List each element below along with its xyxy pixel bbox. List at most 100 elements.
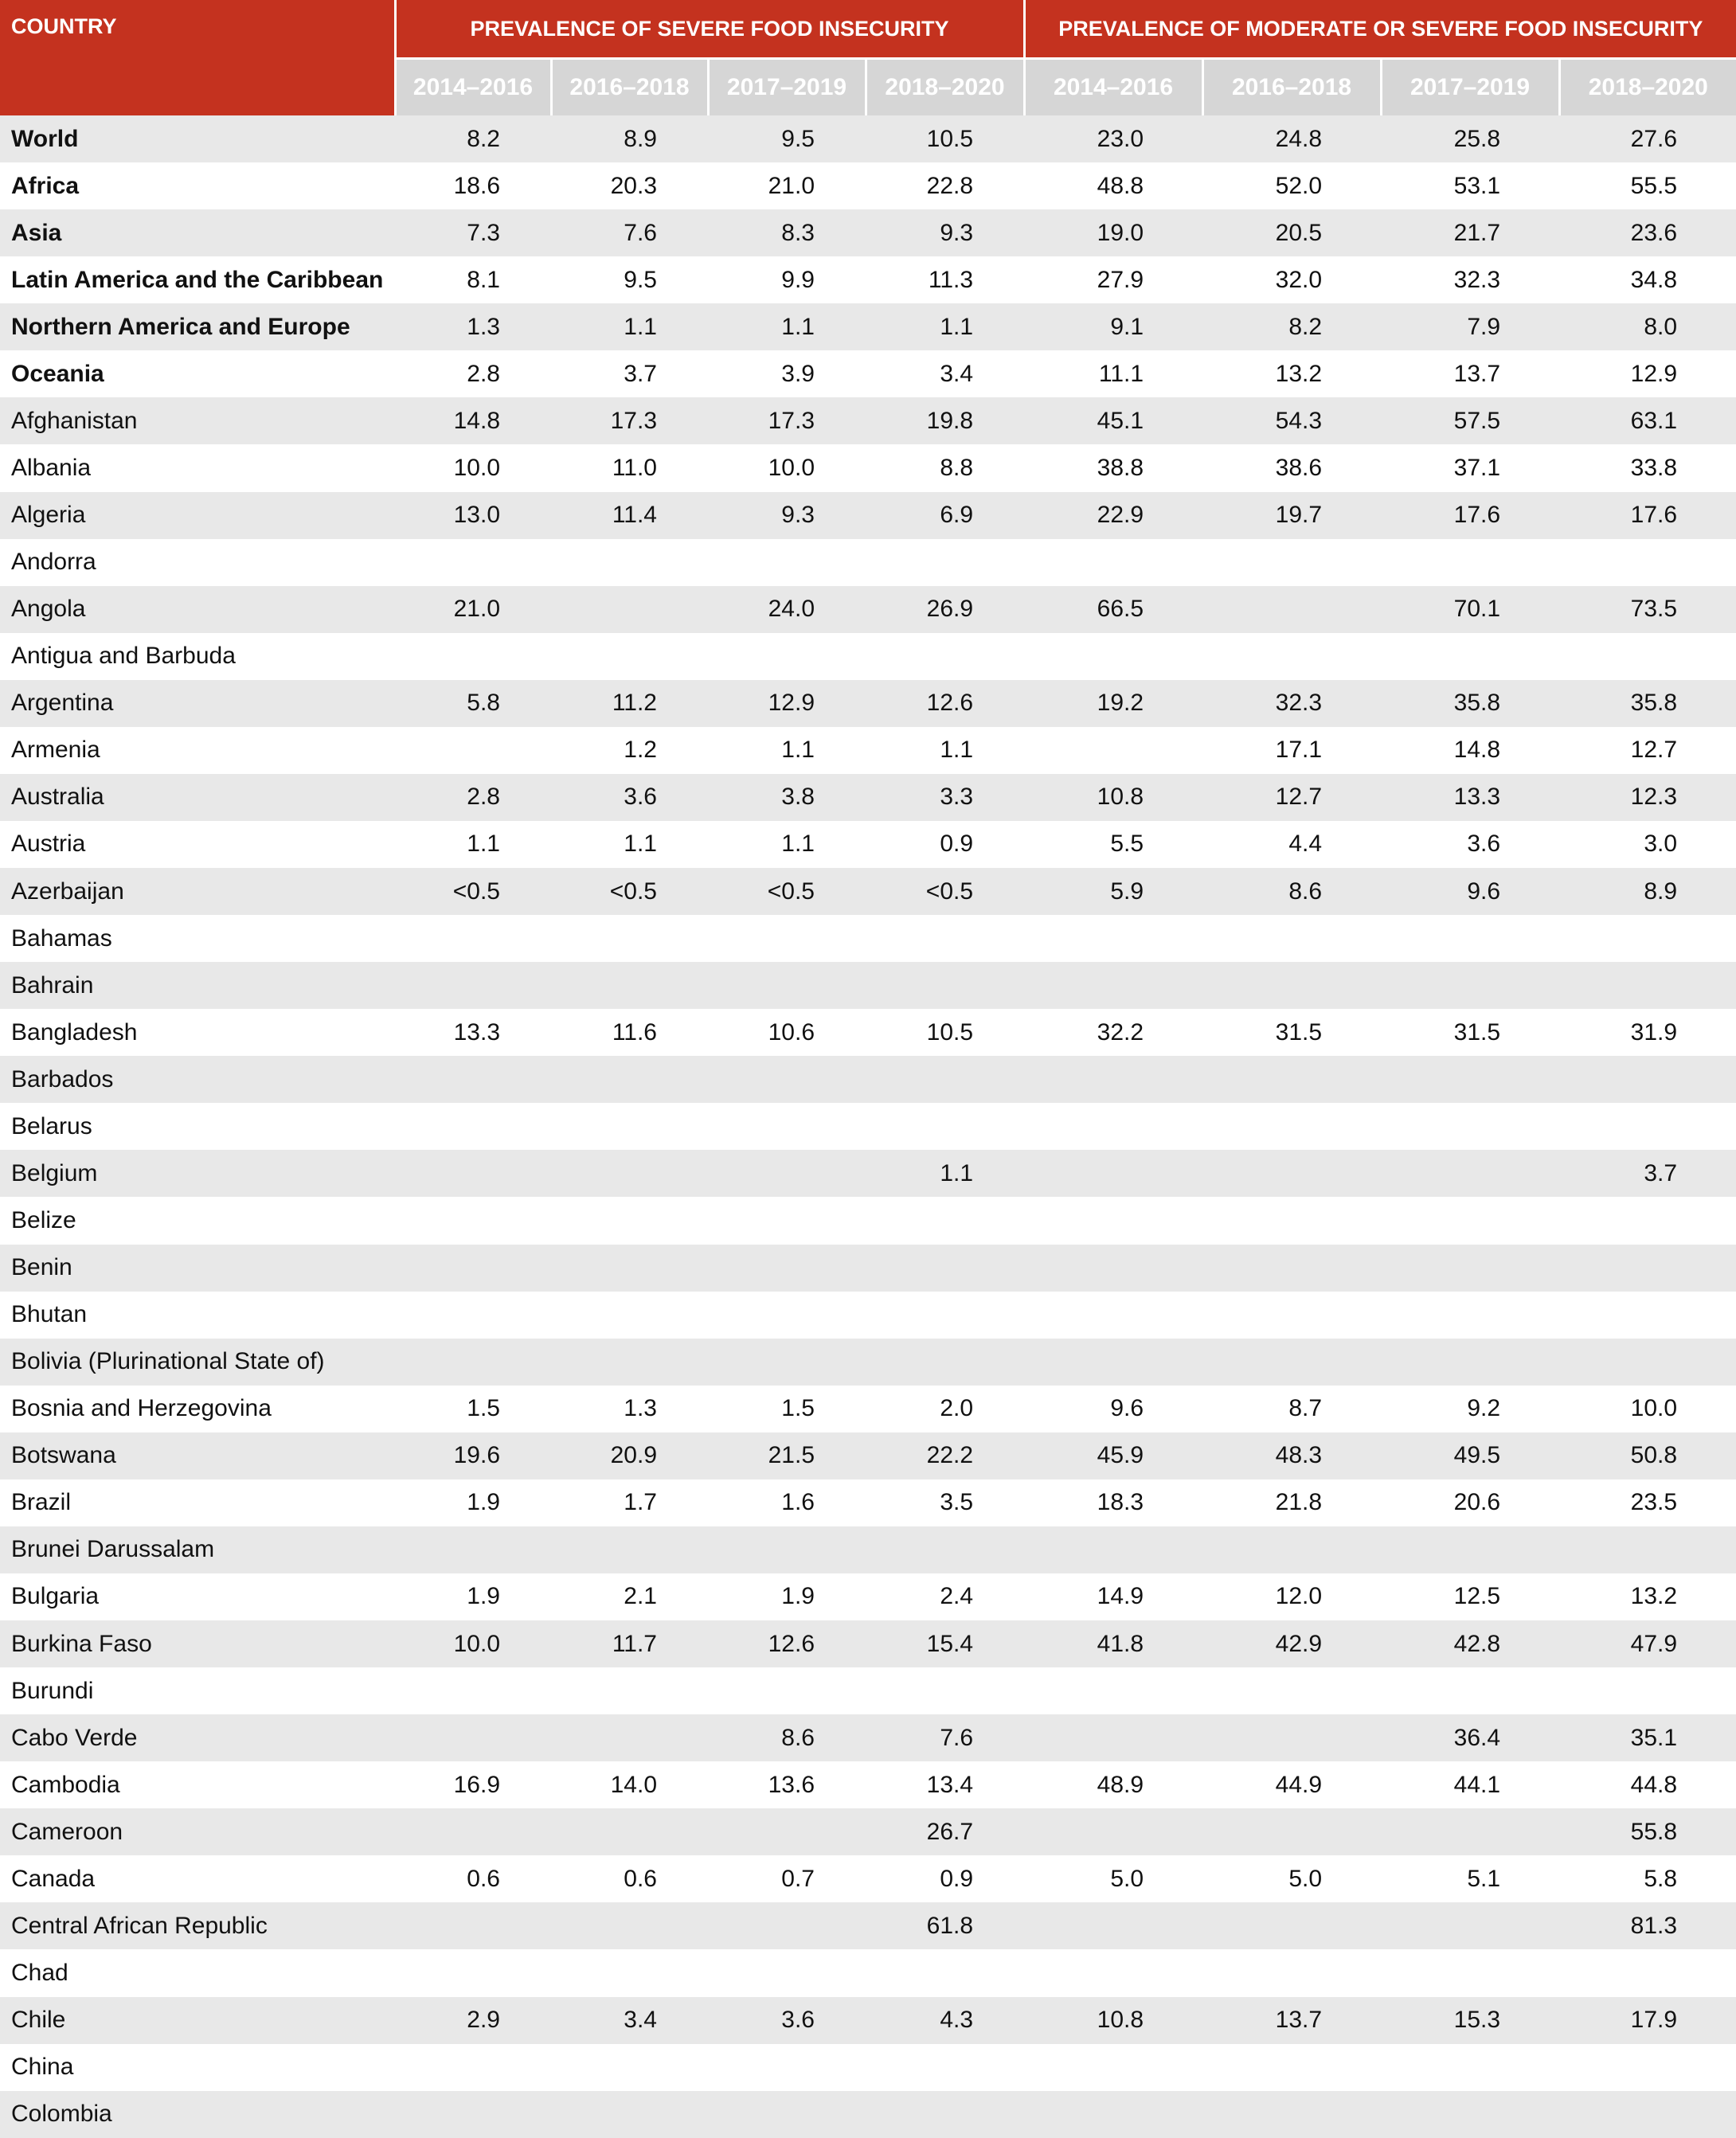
value-cell xyxy=(551,962,708,1010)
value-cell xyxy=(1024,727,1202,774)
value-cell: 13.2 xyxy=(1630,1583,1678,1610)
value-cell: 10.0 xyxy=(453,454,500,481)
value-cell xyxy=(1559,1197,1736,1244)
value-cell xyxy=(395,1103,551,1150)
value-cell xyxy=(1381,1526,1560,1573)
value-cell xyxy=(395,1667,551,1714)
value-cell xyxy=(395,915,551,962)
value-cell xyxy=(866,1244,1025,1292)
value-cell: 8.8 xyxy=(940,454,974,481)
value-cell xyxy=(1381,1244,1560,1292)
value-cell xyxy=(708,2090,866,2138)
value-cell: <0.5 xyxy=(708,868,866,916)
value-cell: 26.9 xyxy=(866,585,1025,633)
value-cell xyxy=(395,633,551,680)
value-cell xyxy=(395,2090,551,2138)
country-cell: Azerbaijan xyxy=(0,868,395,916)
value-cell xyxy=(1559,1667,1736,1714)
value-cell: 9.9 xyxy=(781,266,815,293)
value-cell xyxy=(1381,539,1559,586)
table-row: Cabo Verde 8.6 7.6 36.4 35.1 xyxy=(0,1714,1736,1762)
country-cell: Albania xyxy=(11,454,92,481)
value-cell: 5.0 xyxy=(1110,1865,1144,1892)
table-row: Algeria 13.0 11.4 9.3 6.9 22.9 19.7 17.6 17.6 xyxy=(0,491,1736,539)
value-cell xyxy=(551,1103,708,1150)
country-cell: Belize xyxy=(11,1206,76,1233)
value-cell: 48.3 xyxy=(1202,1432,1382,1479)
value-cell xyxy=(1381,1150,1560,1198)
value-cell: 12.0 xyxy=(1275,1583,1323,1610)
year-header-row: 2014–2016 2016–2018 2017–2019 2018–2020 2014… xyxy=(0,57,1736,115)
table-row: Bahrain xyxy=(0,962,1736,1010)
value-cell: 42.8 xyxy=(1381,1620,1560,1668)
value-cell: 41.8 xyxy=(1024,1620,1203,1668)
value-cell: 17.9 xyxy=(1559,1996,1736,2044)
value-cell: 21.5 xyxy=(708,1432,866,1479)
value-cell xyxy=(551,1902,708,1950)
value-cell xyxy=(1202,633,1381,680)
value-cell: 15.3 xyxy=(1381,1996,1560,2044)
value-cell: 8.3 xyxy=(708,209,866,257)
value-cell xyxy=(395,1150,551,1198)
value-cell: 17.3 xyxy=(708,397,866,445)
value-cell xyxy=(1381,1056,1560,1104)
country-cell: Canada xyxy=(11,1865,96,1892)
year-header: 2016–2018 xyxy=(1202,57,1382,115)
value-cell: 16.9 xyxy=(453,1771,500,1798)
value-cell: 1.9 xyxy=(467,1489,500,1516)
value-cell: 20.9 xyxy=(551,1432,708,1479)
value-cell xyxy=(866,2044,1024,2091)
value-cell: 23.0 xyxy=(1024,115,1203,163)
value-cell: 47.9 xyxy=(1559,1620,1736,1668)
value-cell xyxy=(708,2044,866,2091)
value-cell: 15.4 xyxy=(866,1620,1025,1668)
country-cell: Cambodia xyxy=(11,1771,120,1798)
value-cell: 21.0 xyxy=(768,172,815,199)
country-cell: Bhutan xyxy=(11,1301,88,1328)
country-cell: Brunei Darussalam xyxy=(0,1526,395,1573)
value-cell: 27.9 xyxy=(1097,266,1144,293)
value-cell: 1.6 xyxy=(781,1489,815,1516)
value-cell xyxy=(1202,1526,1382,1573)
value-cell: 36.4 xyxy=(1381,1714,1560,1762)
value-cell xyxy=(551,1526,708,1573)
value-cell: 45.9 xyxy=(1024,1432,1203,1479)
value-cell xyxy=(866,1056,1025,1104)
country-cell: Latin America and the Caribbean xyxy=(11,266,384,293)
value-cell: 26.7 xyxy=(866,1808,1025,1856)
value-cell xyxy=(1202,1056,1382,1104)
value-cell: 11.2 xyxy=(551,679,708,727)
value-cell: 14.8 xyxy=(1453,737,1501,764)
value-cell: 10.8 xyxy=(1024,1996,1203,2044)
value-cell xyxy=(1024,1338,1203,1386)
value-cell xyxy=(551,633,708,680)
table-row: Barbados xyxy=(0,1056,1736,1104)
value-cell: 6.9 xyxy=(866,491,1025,539)
value-cell: 38.8 xyxy=(1097,454,1144,481)
value-cell xyxy=(551,1292,708,1339)
value-cell xyxy=(866,1103,1024,1150)
value-cell xyxy=(551,2090,708,2138)
value-cell: 22.9 xyxy=(1024,491,1203,539)
value-cell xyxy=(1559,2044,1736,2091)
value-cell xyxy=(708,1150,866,1198)
value-cell xyxy=(551,1150,708,1198)
value-cell: 33.8 xyxy=(1630,454,1678,481)
value-cell xyxy=(395,2044,551,2091)
value-cell xyxy=(551,1244,708,1292)
table-row: Antigua and Barbuda xyxy=(0,633,1736,680)
value-cell: 9.1 xyxy=(1024,303,1203,351)
table-body: World 8.2 8.9 9.5 10.5 23.0 24.8 25.8 27.6 Africa… xyxy=(0,115,1736,2138)
country-cell: Belgium xyxy=(0,1150,395,1198)
value-cell: 3.5 xyxy=(940,1489,974,1516)
value-cell: 9.6 xyxy=(1381,868,1560,916)
value-cell: 22.8 xyxy=(926,172,974,199)
value-cell: 61.8 xyxy=(866,1902,1025,1950)
value-cell: 8.7 xyxy=(1288,1395,1323,1422)
value-cell xyxy=(866,1197,1024,1244)
value-cell xyxy=(1024,1103,1202,1150)
value-cell: 18.6 xyxy=(453,172,500,199)
value-cell: 38.6 xyxy=(1275,454,1323,481)
value-cell: 3.9 xyxy=(781,360,815,387)
